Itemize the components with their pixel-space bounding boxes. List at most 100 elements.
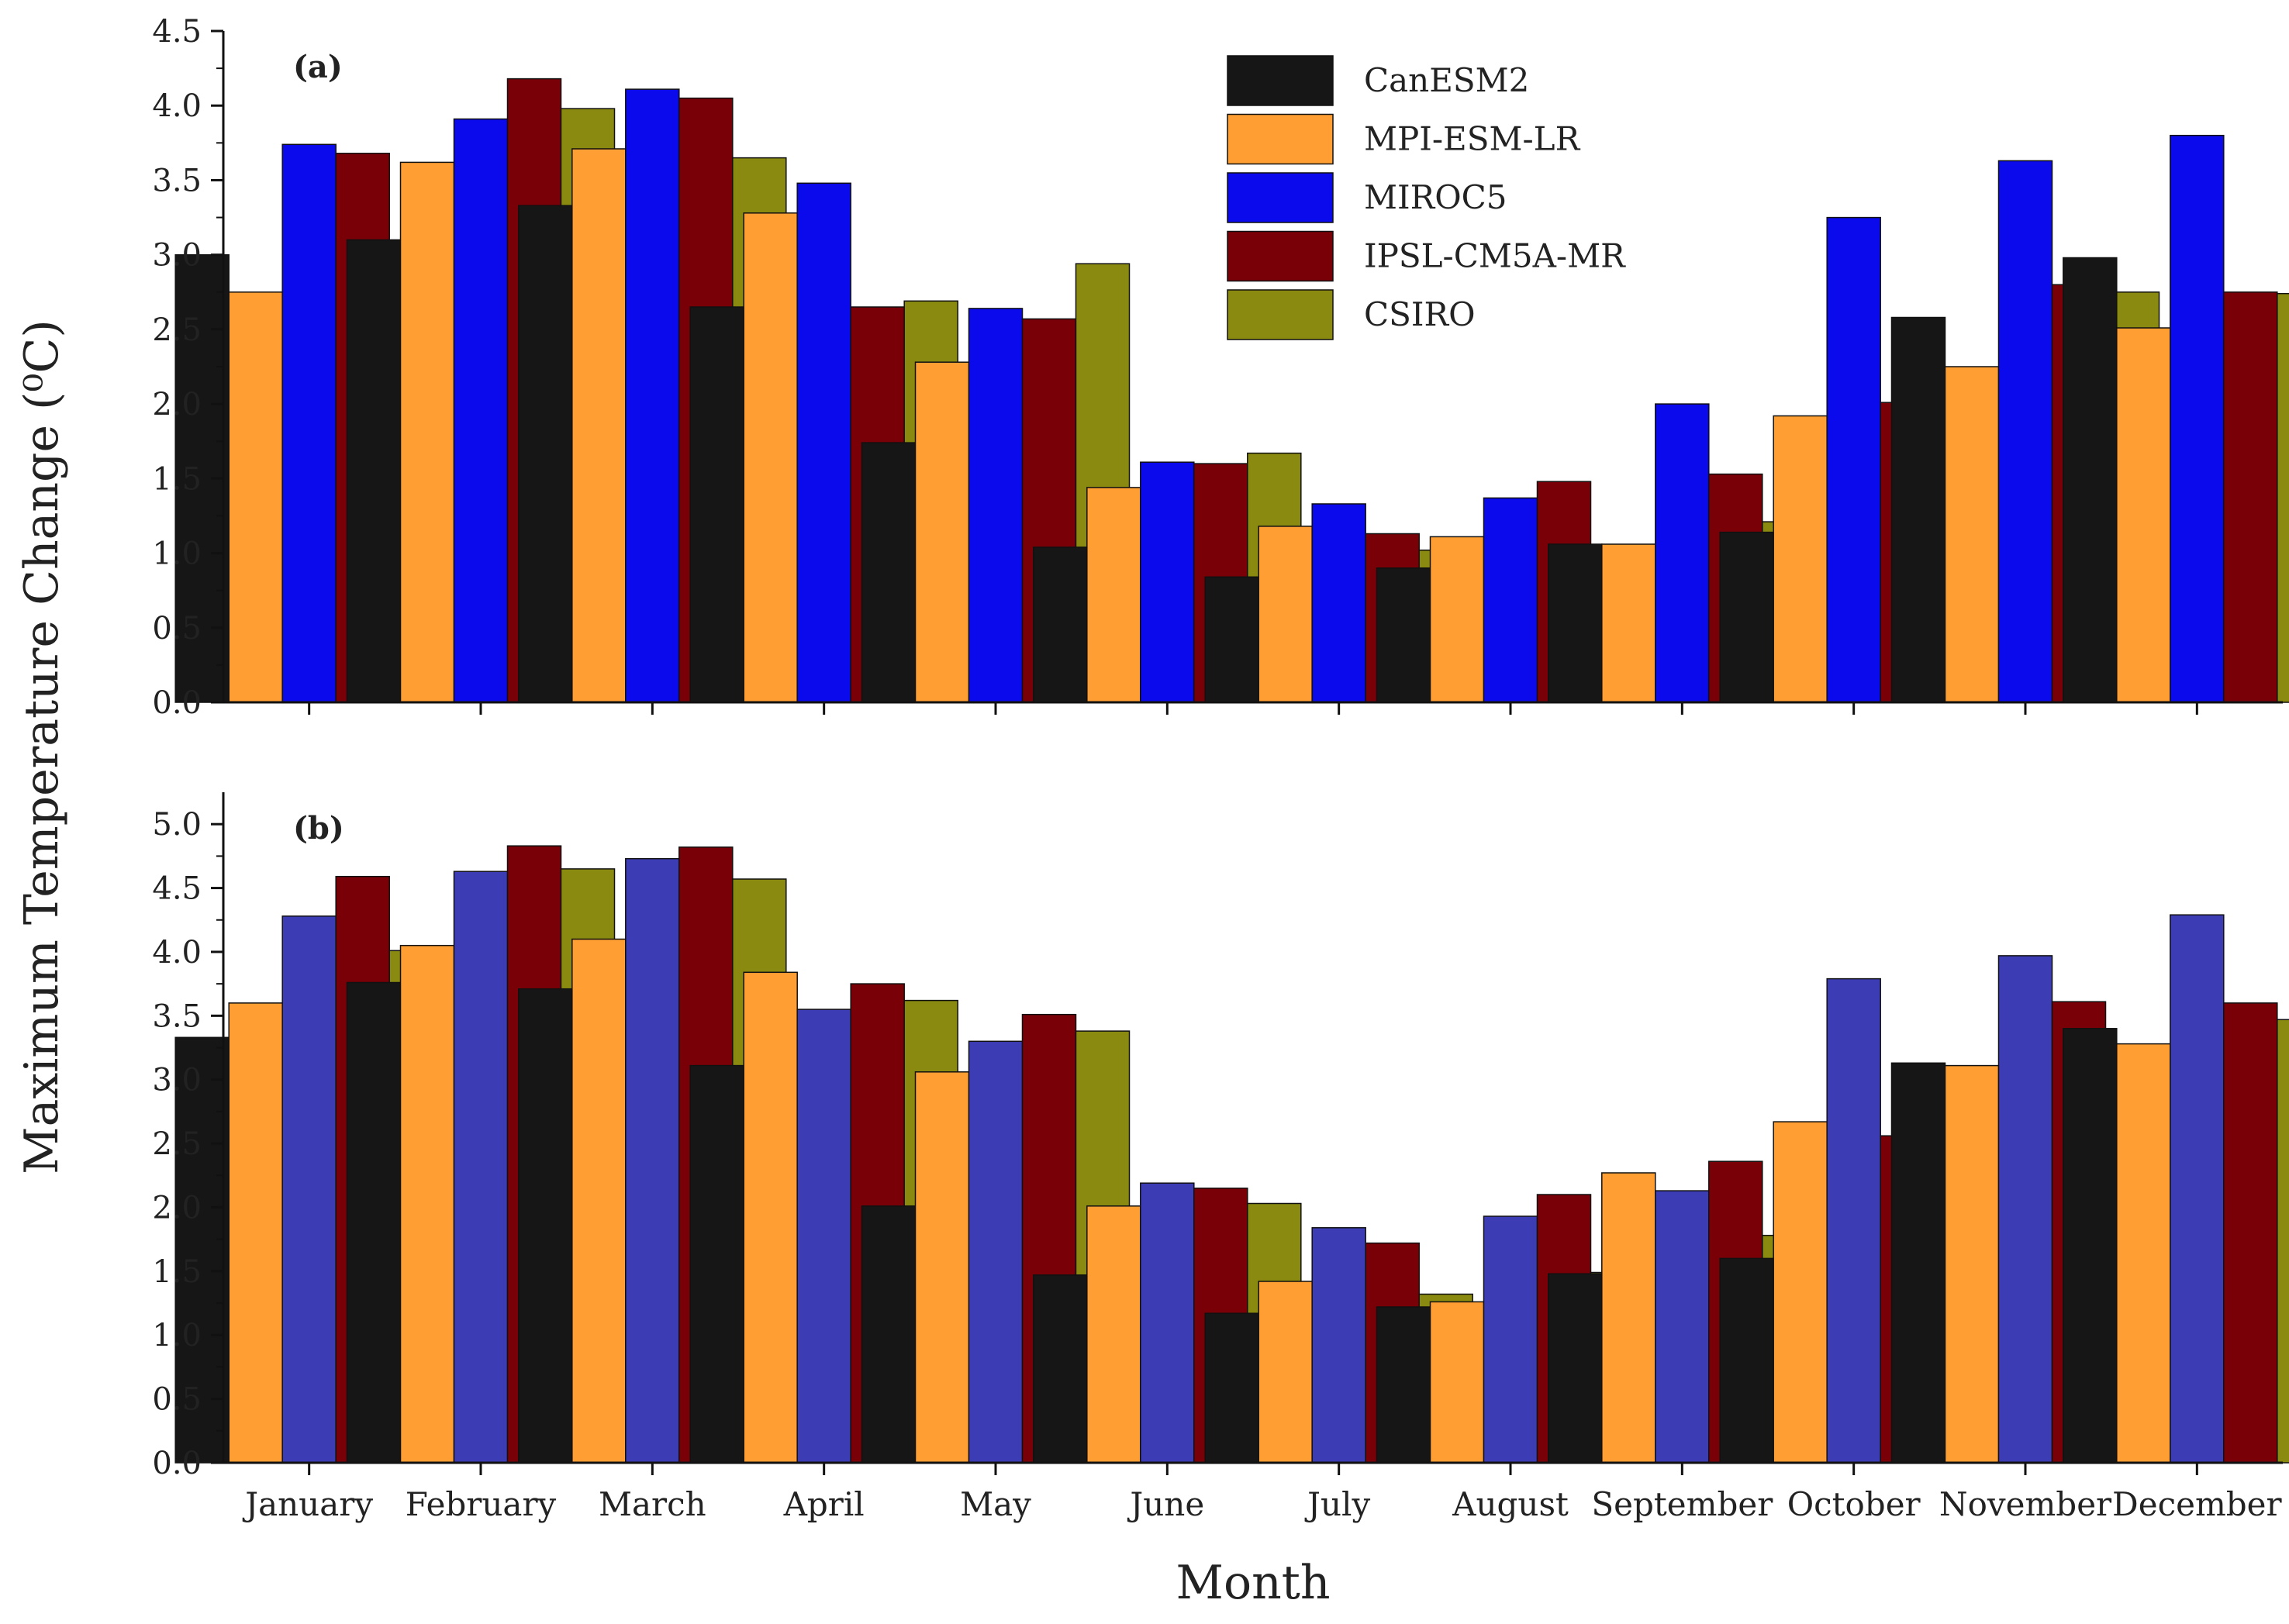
bar-miroc5-february [453, 118, 509, 703]
bar-mpi-esm-lr-june [1086, 487, 1141, 703]
y-tick-label: 3.5 [152, 163, 202, 198]
y-tick-label: 4.5 [152, 871, 202, 907]
bar-miroc5-august [1483, 497, 1538, 703]
bar-canesm2-october [1719, 531, 1774, 703]
bar-miroc5-september [1655, 403, 1710, 703]
x-tick-label: March [599, 1485, 706, 1523]
bar-mpi-esm-lr-april [743, 971, 798, 1464]
legend-label-csiro: CSIRO [1364, 295, 1476, 333]
y-tick-label: 2.0 [152, 387, 202, 422]
bar-csiro-december [2277, 292, 2289, 703]
bar-miroc5-september [1655, 1190, 1710, 1464]
bar-miroc5-december [2170, 914, 2225, 1464]
bar-miroc5-october [1826, 216, 1881, 703]
bar-canesm2-december [2063, 1028, 2118, 1464]
bar-canesm2-august [1376, 1306, 1431, 1464]
bar-canesm2-june [1033, 1274, 1088, 1464]
bar-mpi-esm-lr-may [914, 361, 970, 703]
legend-swatch-miroc5 [1227, 172, 1334, 223]
bar-mpi-esm-lr-august [1429, 1301, 1485, 1464]
bar-mpi-esm-lr-january [228, 291, 283, 703]
y-tick-label: 3.5 [152, 998, 202, 1034]
bar-mpi-esm-lr-april [743, 212, 798, 703]
x-tick-label: November [1939, 1485, 2112, 1523]
bar-canesm2-july [1204, 1312, 1259, 1464]
bar-mpi-esm-lr-march [571, 938, 627, 1464]
panel-a: 0.0 0.5 1.0 1.5 2.0 2.5 3.0 3.5 4.0 4.5 (a) [152, 14, 2289, 721]
bar-miroc5-july [1311, 503, 1366, 703]
bar-canesm2-february [346, 239, 402, 703]
y-tick-label: 0.0 [152, 1446, 202, 1481]
y-tick-label: 4.5 [152, 14, 202, 50]
bar-miroc5-november [1997, 160, 2053, 703]
x-tick-label: August [1452, 1485, 1569, 1523]
x-tick-label: July [1304, 1485, 1370, 1523]
panel-label: (b) [293, 810, 344, 846]
bar-miroc5-may [968, 1040, 1024, 1464]
x-tick-label: February [406, 1485, 557, 1523]
bar-mpi-esm-lr-july [1258, 1281, 1313, 1464]
legend-swatch-ipsl-cm5a-mr [1227, 230, 1334, 282]
x-tick-label: June [1127, 1485, 1204, 1523]
y-tick-label: 3.0 [152, 1063, 202, 1098]
bar-canesm2-september [1548, 1273, 1603, 1464]
bar-mpi-esm-lr-november [1944, 1064, 2000, 1464]
bar-mpi-esm-lr-june [1086, 1205, 1141, 1464]
bar-miroc5-april [796, 182, 851, 703]
y-tick-label: 0.0 [152, 685, 202, 721]
legend-label-ipsl-cm5a-mr: IPSL-CM5A-MR [1364, 237, 1626, 275]
bar-canesm2-may [861, 1205, 917, 1464]
bar-canesm2-march [518, 988, 573, 1464]
panel-label: (a) [293, 49, 343, 85]
y-tick-label: 2.0 [152, 1190, 202, 1226]
legend-label-mpi-esm-lr: MPI-ESM-LR [1364, 120, 1581, 158]
bar-mpi-esm-lr-december [2116, 1043, 2171, 1464]
y-tick-label: 0.5 [152, 1382, 202, 1418]
bar-miroc5-june [1140, 1182, 1195, 1464]
y-tick-label: 4.0 [152, 935, 202, 971]
bar-mpi-esm-lr-october [1773, 415, 1828, 703]
bar-canesm2-june [1033, 547, 1088, 703]
bar-mpi-esm-lr-october [1773, 1121, 1828, 1464]
legend-swatch-canesm2 [1227, 55, 1334, 106]
bar-mpi-esm-lr-september [1601, 543, 1656, 703]
x-tick-label: September [1591, 1485, 1773, 1523]
x-tick-label: May [960, 1485, 1031, 1523]
x-tick-label: December [2112, 1485, 2282, 1523]
bar-canesm2-march [518, 205, 573, 703]
bar-miroc5-november [1997, 955, 2053, 1464]
legend-label-canesm2: CanESM2 [1364, 61, 1529, 99]
bar-miroc5-july [1311, 1227, 1366, 1464]
x-tick-label: January [242, 1485, 373, 1523]
bar-mpi-esm-lr-february [399, 944, 455, 1464]
bar-csiro-december [2277, 1019, 2289, 1464]
bar-mpi-esm-lr-may [914, 1071, 970, 1464]
bar-miroc5-march [625, 857, 680, 1464]
bar-canesm2-november [1890, 1062, 1946, 1464]
y-tick-label: 4.0 [152, 88, 202, 124]
x-tick-label: October [1787, 1485, 1921, 1523]
bar-miroc5-october [1826, 978, 1881, 1464]
bar-miroc5-december [2170, 134, 2225, 703]
y-axis-title: Maximum Temperature Change (⁰C) [15, 319, 69, 1174]
bar-mpi-esm-lr-july [1258, 526, 1313, 703]
legend-swatch-csiro [1227, 289, 1334, 340]
bar-canesm2-january [174, 1036, 230, 1464]
bar-mpi-esm-lr-november [1944, 366, 2000, 703]
bar-miroc5-june [1140, 461, 1195, 703]
bar-mpi-esm-lr-march [571, 148, 627, 703]
bar-mpi-esm-lr-september [1601, 1172, 1656, 1464]
bar-miroc5-april [796, 1009, 851, 1464]
bar-mpi-esm-lr-december [2116, 327, 2171, 703]
bar-canesm2-october [1719, 1257, 1774, 1464]
panel-b: 0.0 0.5 1.0 1.5 2.0 2.5 3.0 3.5 4.0 4.5 5.0 (b) [152, 792, 2289, 1481]
y-tick-label: 3.0 [152, 238, 202, 274]
bar-canesm2-july [1204, 576, 1259, 703]
bar-mpi-esm-lr-august [1429, 536, 1485, 703]
y-tick-label: 1.5 [152, 1254, 202, 1290]
bar-miroc5-march [625, 88, 680, 703]
y-tick-label: 1.0 [152, 536, 202, 572]
y-tick-label: 2.5 [152, 1126, 202, 1162]
